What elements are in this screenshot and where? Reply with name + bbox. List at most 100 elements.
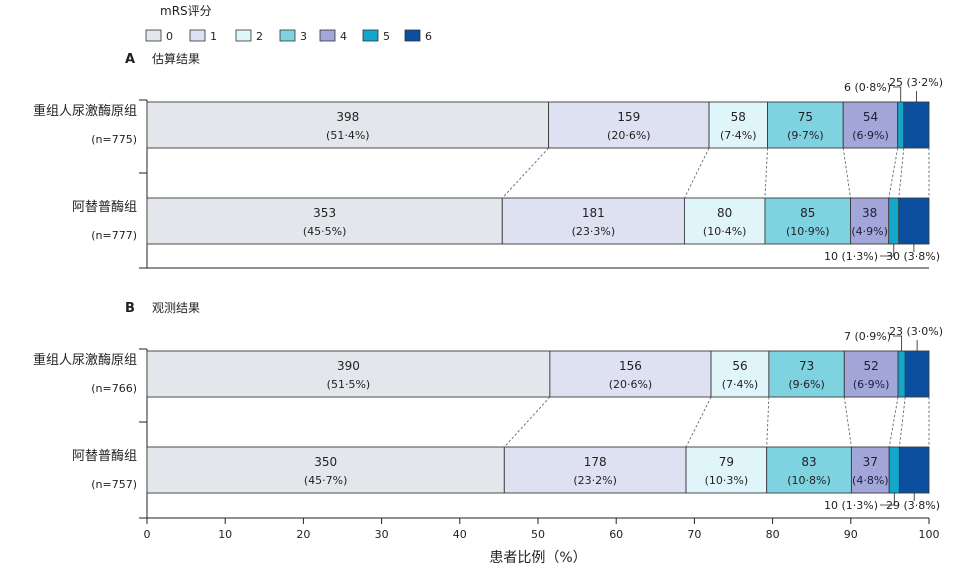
connector-A-boundary-4 xyxy=(842,147,851,199)
bar-segment-B-1-mrs6 xyxy=(898,446,930,494)
x-tick-label-30: 30 xyxy=(375,528,389,541)
bar-segment-A-1-mrs0 xyxy=(146,197,503,245)
connector-B-boundary-2 xyxy=(685,396,712,448)
segment-count-B-0-mrs3: 73 xyxy=(799,359,814,373)
segment-pct-B-1-mrs4: (4·8%) xyxy=(852,474,889,487)
bar-segment-B-0-mrs0 xyxy=(146,350,551,398)
x-tick-label-10: 10 xyxy=(218,528,232,541)
legend-swatch-2 xyxy=(235,29,252,42)
segment-count-A-1-mrs0: 353 xyxy=(313,206,336,220)
group-name-B-0: 重组人尿激酶原组 xyxy=(33,352,137,368)
x-tick-label-90: 90 xyxy=(844,528,858,541)
bar-segment-A-0-mrs4 xyxy=(842,101,899,149)
connector-B-boundary-6 xyxy=(898,396,906,448)
segment-pct-B-0-mrs1: (20·6%) xyxy=(609,378,653,391)
panel-letter-B: B xyxy=(125,301,135,316)
callout-line-B-0-mrs5 xyxy=(893,335,903,351)
segment-count-A-0-mrs2: 58 xyxy=(731,110,746,124)
bar-segment-B-1-mrs3 xyxy=(766,446,852,494)
bar-segment-A-0-mrs1 xyxy=(548,101,710,149)
bar-segment-A-1-mrs2 xyxy=(683,197,766,245)
segment-count-A-0-mrs4: 54 xyxy=(863,110,878,124)
callout-line-A-1-mrs5 xyxy=(880,244,895,257)
group-name-A-0: 重组人尿激酶原组 xyxy=(33,103,137,119)
bar-segment-B-1-mrs4 xyxy=(850,446,890,494)
segment-pct-B-0-mrs3: (9·6%) xyxy=(788,378,825,391)
segment-pct-B-0-mrs2: (7·4%) xyxy=(722,378,759,391)
segment-count-B-1-mrs3: 83 xyxy=(801,455,816,469)
connector-A-boundary-5 xyxy=(888,147,899,199)
bar-segment-A-1-mrs6 xyxy=(898,197,930,245)
segment-count-A-0-mrs0: 398 xyxy=(336,110,359,124)
connector-A-boundary-1 xyxy=(501,147,549,199)
callout-label-A-1-mrs6: 30 (3·8%) xyxy=(886,250,940,263)
callout-label-B-0-mrs5: 7 (0·9%) xyxy=(844,330,891,343)
segment-count-B-0-mrs0: 390 xyxy=(337,359,360,373)
bar-segment-B-1-mrs0 xyxy=(146,446,505,494)
legend-swatch-0 xyxy=(145,29,162,42)
bar-segment-A-0-mrs5 xyxy=(897,101,905,149)
x-tick-label-40: 40 xyxy=(453,528,467,541)
segment-pct-A-0-mrs0: (51·4%) xyxy=(326,129,370,142)
segment-pct-B-1-mrs0: (45·7%) xyxy=(304,474,348,487)
legend-label-4: 4 xyxy=(340,30,347,43)
bar-segment-B-0-mrs1 xyxy=(549,350,712,398)
legend-label-0: 0 xyxy=(166,30,173,43)
bar-segment-B-0-mrs6 xyxy=(904,350,930,398)
segment-pct-B-0-mrs0: (51·5%) xyxy=(327,378,371,391)
connector-A-boundary-3 xyxy=(764,147,769,199)
group-name-B-1: 阿替普酶组 xyxy=(72,448,137,464)
segment-count-B-0-mrs4: 52 xyxy=(864,359,879,373)
segment-pct-A-0-mrs1: (20·6%) xyxy=(607,129,651,142)
connector-A-boundary-2 xyxy=(684,147,710,199)
bar-segment-B-1-mrs5 xyxy=(888,446,900,494)
segment-pct-A-1-mrs2: (10·4%) xyxy=(703,225,747,238)
segment-count-A-1-mrs2: 80 xyxy=(717,206,732,220)
x-tick-label-20: 20 xyxy=(296,528,310,541)
segment-count-B-1-mrs1: 178 xyxy=(584,455,607,469)
segment-pct-A-1-mrs3: (10·9%) xyxy=(786,225,830,238)
bar-segment-A-1-mrs4 xyxy=(850,197,890,245)
bar-segment-A-1-mrs1 xyxy=(501,197,685,245)
bar-segment-B-1-mrs1 xyxy=(503,446,687,494)
bar-segment-A-0-mrs0 xyxy=(146,101,550,149)
group-name-A-1: 阿替普酶组 xyxy=(72,199,137,215)
legend-label-1: 1 xyxy=(210,30,217,43)
x-tick-label-60: 60 xyxy=(609,528,623,541)
legend-label-2: 2 xyxy=(256,30,263,43)
bar-segment-A-0-mrs6 xyxy=(903,101,930,149)
bar-segment-A-0-mrs2 xyxy=(708,101,769,149)
segment-count-A-1-mrs3: 85 xyxy=(800,206,815,220)
callout-line-A-0-mrs5 xyxy=(893,86,902,102)
segment-pct-A-1-mrs1: (23·3%) xyxy=(572,225,616,238)
x-tick-label-80: 80 xyxy=(766,528,780,541)
bar-segment-A-1-mrs3 xyxy=(764,197,851,245)
x-axis-title: 患者比例（%） xyxy=(489,550,586,566)
segment-pct-B-1-mrs3: (10·8%) xyxy=(787,474,831,487)
segment-pct-B-1-mrs1: (23·2%) xyxy=(573,474,617,487)
segment-count-A-0-mrs1: 159 xyxy=(617,110,640,124)
panel-letter-A: A xyxy=(125,52,135,67)
segment-count-A-0-mrs3: 75 xyxy=(798,110,813,124)
group-n-B-1: (n=757) xyxy=(91,478,137,491)
x-tick-label-0: 0 xyxy=(144,528,151,541)
panel-title-A: 估算结果 xyxy=(152,51,200,66)
segment-count-B-0-mrs2: 56 xyxy=(732,359,747,373)
legend-swatch-5 xyxy=(362,29,379,42)
segment-pct-A-1-mrs0: (45·5%) xyxy=(303,225,347,238)
segment-count-B-1-mrs4: 37 xyxy=(863,455,878,469)
panel-title-B: 观测结果 xyxy=(152,301,200,315)
segment-count-A-1-mrs4: 38 xyxy=(862,206,877,220)
segment-pct-B-1-mrs2: (10·3%) xyxy=(705,474,749,487)
connector-B-boundary-4 xyxy=(843,396,852,448)
legend-label-3: 3 xyxy=(300,30,307,43)
legend-label-6: 6 xyxy=(425,30,432,43)
legend-title: mRS评分 xyxy=(160,4,212,18)
segment-pct-A-0-mrs3: (9·7%) xyxy=(787,129,824,142)
bar-segment-B-1-mrs2 xyxy=(685,446,768,494)
bar-segment-A-1-mrs5 xyxy=(888,197,900,245)
bar-segment-A-0-mrs3 xyxy=(767,101,844,149)
callout-line-B-1-mrs5 xyxy=(880,493,895,506)
connector-A-boundary-6 xyxy=(898,147,905,199)
